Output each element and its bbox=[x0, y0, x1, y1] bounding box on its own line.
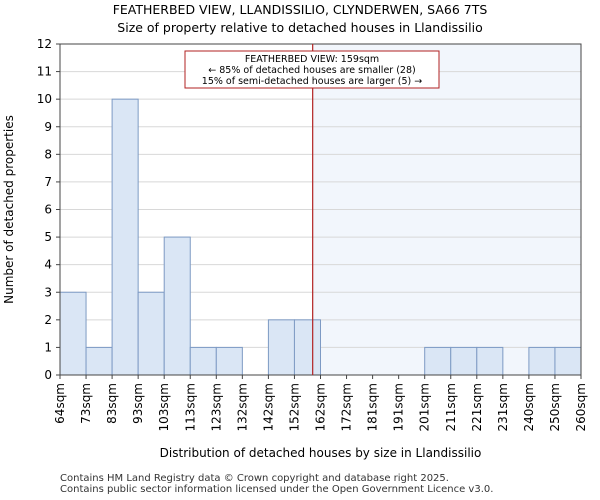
y-tick-label-4: 4 bbox=[44, 258, 52, 272]
bar-93sqm bbox=[137, 291, 165, 376]
x-tick-label-191sqm: 191sqm bbox=[392, 383, 406, 431]
x-tick-label-123sqm: 123sqm bbox=[209, 383, 223, 431]
bar-123sqm bbox=[215, 346, 243, 376]
x-tick-label-113sqm: 113sqm bbox=[183, 383, 197, 431]
x-axis-label: Distribution of detached houses by size … bbox=[160, 446, 482, 460]
x-tick-label-211sqm: 211sqm bbox=[444, 383, 458, 431]
x-tick-label-260sqm: 260sqm bbox=[574, 383, 588, 431]
y-axis-label: Number of detached properties bbox=[2, 115, 16, 304]
y-tick-label-6: 6 bbox=[44, 203, 52, 217]
x-tick-label-103sqm: 103sqm bbox=[157, 383, 171, 431]
y-tick-label-2: 2 bbox=[44, 313, 52, 327]
y-tick-label-8: 8 bbox=[44, 147, 52, 161]
chart-subtitle: Size of property relative to detached ho… bbox=[117, 20, 483, 35]
footer-line-1: Contains HM Land Registry data © Crown c… bbox=[60, 473, 449, 484]
y-tick-label-7: 7 bbox=[44, 175, 52, 189]
x-tick-label-83sqm: 83sqm bbox=[105, 383, 119, 424]
bar-64sqm bbox=[59, 291, 87, 376]
footer-line-2: Contains public sector information licen… bbox=[60, 484, 494, 495]
y-tick-label-10: 10 bbox=[37, 92, 52, 106]
bar-240sqm bbox=[528, 346, 556, 376]
bar-113sqm bbox=[189, 346, 217, 376]
annotation-box bbox=[184, 50, 440, 89]
annotation-line-3: 15% of semi-detached houses are larger (… bbox=[202, 76, 422, 87]
y-tick-label-1: 1 bbox=[44, 340, 52, 354]
x-tick-label-73sqm: 73sqm bbox=[79, 383, 93, 424]
bar-83sqm bbox=[111, 98, 139, 376]
y-tick-label-0: 0 bbox=[44, 368, 52, 382]
y-tick-label-3: 3 bbox=[44, 285, 52, 299]
x-tick-label-221sqm: 221sqm bbox=[470, 383, 484, 431]
x-tick-label-162sqm: 162sqm bbox=[314, 383, 328, 431]
x-tick-label-181sqm: 181sqm bbox=[366, 383, 380, 431]
bar-250sqm bbox=[554, 346, 582, 376]
x-tick-label-93sqm: 93sqm bbox=[131, 383, 145, 424]
x-tick-label-132sqm: 132sqm bbox=[235, 383, 249, 431]
bar-73sqm bbox=[85, 346, 113, 376]
annotation-line-1: FEATHERBED VIEW: 159sqm bbox=[245, 54, 379, 65]
x-tick-label-64sqm: 64sqm bbox=[53, 383, 67, 424]
y-tick-label-11: 11 bbox=[37, 65, 52, 79]
annotation-line-2: ← 85% of detached houses are smaller (28… bbox=[208, 65, 415, 76]
x-tick-label-240sqm: 240sqm bbox=[522, 383, 536, 431]
bar-201sqm bbox=[424, 346, 452, 376]
x-tick-label-231sqm: 231sqm bbox=[496, 383, 510, 431]
bar-152sqm bbox=[293, 319, 322, 376]
bar-211sqm bbox=[450, 346, 478, 376]
y-tick-label-5: 5 bbox=[44, 230, 52, 244]
x-tick-label-142sqm: 142sqm bbox=[261, 383, 275, 431]
y-tick-label-9: 9 bbox=[44, 120, 52, 134]
bar-103sqm bbox=[163, 236, 191, 376]
bar-142sqm bbox=[267, 319, 295, 376]
x-tick-label-172sqm: 172sqm bbox=[340, 383, 354, 431]
bar-221sqm bbox=[476, 346, 504, 376]
y-tick-label-12: 12 bbox=[37, 37, 52, 51]
x-tick-label-201sqm: 201sqm bbox=[418, 383, 432, 431]
chart-title: FEATHERBED VIEW, LLANDISSILIO, CLYNDERWE… bbox=[112, 2, 488, 17]
x-tick-label-250sqm: 250sqm bbox=[548, 383, 562, 431]
x-tick-label-152sqm: 152sqm bbox=[287, 383, 301, 431]
